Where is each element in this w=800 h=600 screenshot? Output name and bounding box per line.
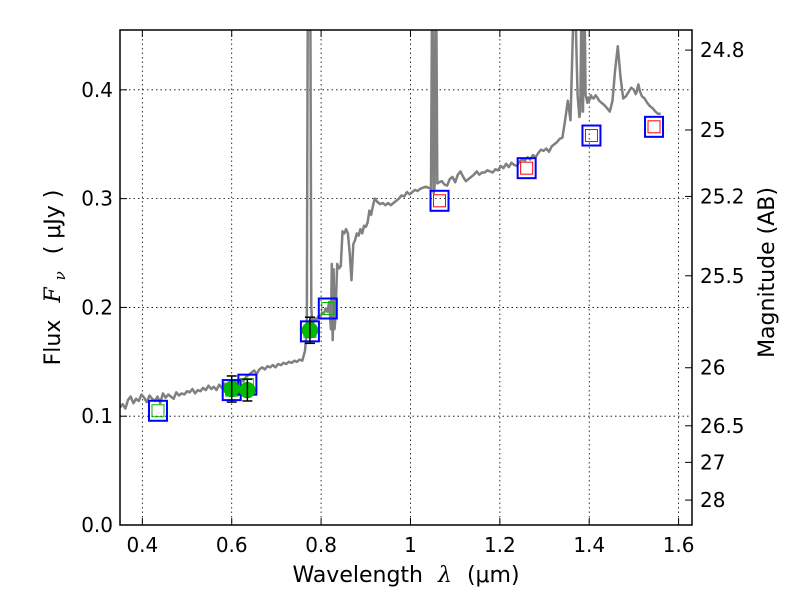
model-inner-marker	[151, 404, 165, 418]
y2-axis-label: Magnitude (AB)	[755, 187, 780, 358]
plot-area	[120, 30, 661, 410]
data-markers	[147, 115, 665, 422]
y2-tick-label: 25.5	[700, 264, 745, 288]
x-tick-label: 0.8	[305, 533, 337, 557]
y-tick-label: 0.0	[81, 513, 113, 537]
x-tick-label: 0.4	[126, 533, 158, 557]
y2-tick-label: 25	[700, 118, 725, 142]
y2-tick-label: 27	[700, 450, 725, 474]
tick-labels: 0.4 0.6 0.8 1 1.2 1.4 1.6 0.0 0.1 0.2 0.3 0.4 24.8 25…	[81, 38, 744, 557]
plot-frame	[119, 29, 693, 526]
x-tick-label: 1.4	[573, 533, 605, 557]
y2-tick-label: 25.2	[700, 184, 745, 208]
model-inner-marker	[647, 120, 661, 134]
x-axis-label: Wavelength λ (μm)	[292, 563, 519, 588]
y2-tick-label: 26	[700, 356, 725, 380]
model-photometry-box	[317, 297, 338, 320]
y-tick-label: 0.3	[81, 187, 113, 211]
model-inner-marker	[584, 129, 598, 143]
model-spectrum-line	[120, 30, 661, 410]
y2-tick-label: 26.5	[700, 414, 745, 438]
model-inner-marker	[321, 302, 335, 316]
x-tick-label: 1.6	[663, 533, 695, 557]
y-axis-label: Flux F ν ( μJy )	[41, 190, 71, 366]
model-photometry-box	[147, 399, 168, 422]
x-tick-label: 1	[404, 533, 417, 557]
axis-ticks	[120, 30, 692, 526]
y2-tick-label: 24.8	[700, 38, 745, 62]
x-tick-label: 1.2	[484, 533, 516, 557]
y-tick-label: 0.2	[81, 295, 113, 319]
model-photometry-box	[644, 115, 665, 138]
grid-lines	[120, 30, 692, 526]
model-photometry-box	[516, 157, 537, 180]
model-photometry-box	[581, 124, 602, 147]
y2-tick-label: 28	[700, 488, 725, 512]
model-inner-marker	[433, 194, 447, 208]
y-tick-label: 0.1	[81, 404, 113, 428]
x-tick-label: 0.6	[216, 533, 248, 557]
model-photometry-box	[429, 189, 450, 212]
model-inner-marker	[520, 161, 534, 175]
y-tick-label: 0.4	[81, 78, 113, 102]
